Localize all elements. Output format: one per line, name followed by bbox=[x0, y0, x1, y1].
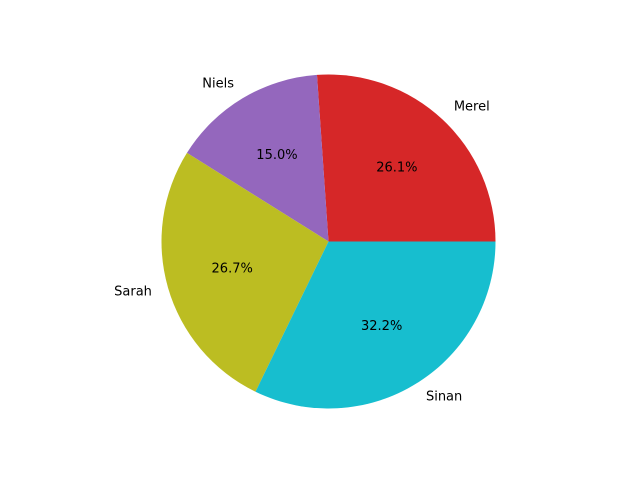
pie-pct-label-merel: 26.1% bbox=[376, 161, 417, 176]
pie-slice-sinan bbox=[255, 241, 496, 409]
pie-pct-label-sinan: 32.2% bbox=[361, 319, 402, 334]
pie-name-label-sinan: Sinan bbox=[426, 390, 462, 405]
pie-name-label-merel: Merel bbox=[454, 100, 490, 115]
pie-slice-sarah bbox=[161, 152, 329, 392]
pie-slice-niels bbox=[186, 74, 329, 242]
pie-name-label-sarah: Sarah bbox=[114, 285, 152, 300]
pie-labels: 26.1% Merel 15.0% Niels 26.7% Sarah 32.2% Sinan bbox=[114, 76, 490, 404]
pie-pct-label-niels: 15.0% bbox=[256, 148, 297, 163]
pie-pct-label-sarah: 26.7% bbox=[212, 262, 253, 277]
pie-slice-merel bbox=[316, 74, 496, 242]
pie-slices bbox=[161, 74, 496, 409]
pie-name-label-niels: Niels bbox=[202, 76, 234, 91]
